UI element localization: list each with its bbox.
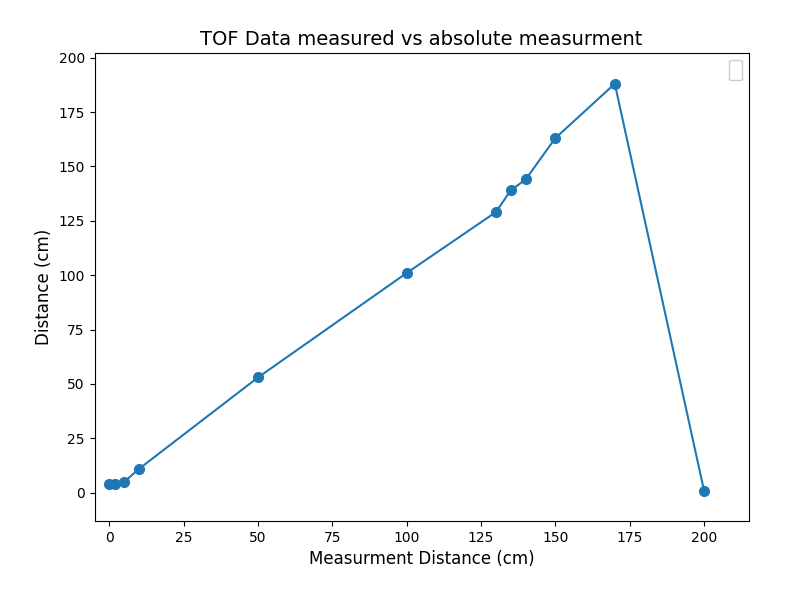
Title: TOF Data measured vs absolute measurment: TOF Data measured vs absolute measurment	[200, 30, 643, 49]
X-axis label: Measurment Distance (cm): Measurment Distance (cm)	[309, 550, 534, 568]
Legend: 	[729, 60, 742, 80]
Y-axis label: Distance (cm): Distance (cm)	[35, 229, 53, 345]
